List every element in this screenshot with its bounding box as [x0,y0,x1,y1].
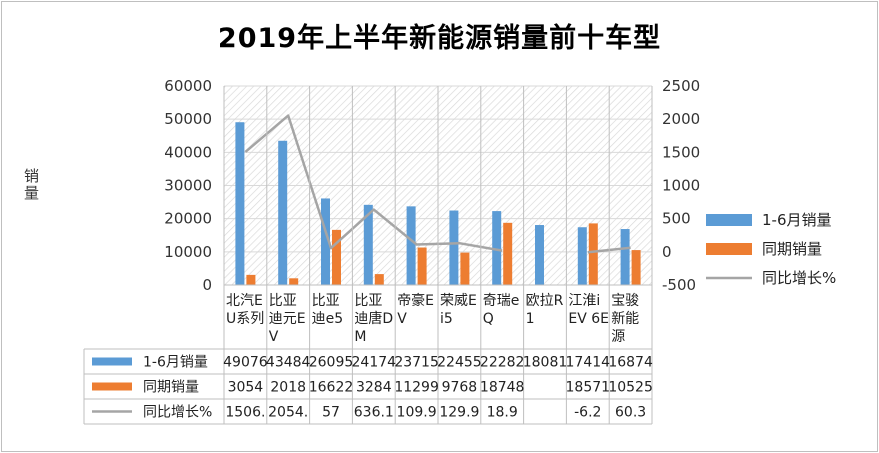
table-cell: 16874 [608,355,653,371]
table-cell: 26095 [309,355,354,371]
y2-tick-label: 1000 [662,177,700,195]
table-cell: 60.3 [615,405,646,421]
y2-tick-label: -500 [662,276,696,294]
table-cell: 109.9 [397,405,437,421]
table-cell: 2054. [268,405,308,421]
y-tick-label: 40000 [164,143,212,161]
category-label: 奇瑞e [483,292,520,309]
table-row-label: 同比增长% [143,405,212,421]
category-label: 欧拉R [526,293,564,309]
category-label: 荣威E [440,293,477,309]
category-label: 迪元E [269,311,306,327]
table-cell: 1506. [225,405,265,421]
legend-label: 1-6月销量 [762,211,832,229]
y2-tick-label: 2000 [662,110,700,128]
y-tick-label: 30000 [164,177,212,195]
table-cell: 18081 [523,355,568,371]
category-label: Q [483,311,494,327]
y-tick-label: 60000 [164,77,212,95]
bar-sales-prior [332,229,341,285]
table-cell: 3054 [228,380,264,396]
table-cell: 43484 [266,355,311,371]
category-label: 1 [526,311,535,327]
y2-tick-label: 1500 [662,143,700,161]
table-key-swatch [92,382,132,391]
bar-sales-prior [460,252,470,285]
category-label: i5 [440,311,453,327]
table-cell: 2018 [270,380,306,396]
table-cell: 24174 [352,355,397,371]
bar-sales-prior [588,223,598,285]
category-label: 宝骏 [611,293,639,309]
table-cell: 57 [322,405,340,421]
table-cell: 49076 [223,355,268,371]
y-tick-label: 20000 [164,210,212,228]
category-label: 北汽E [226,293,263,309]
y-tick-label: 0 [202,276,212,294]
y-tick-label: 50000 [164,110,212,128]
bar-sales-h1 [577,227,587,285]
bar-sales-prior [503,222,513,285]
legend-label: 同比增长% [762,269,836,287]
table-cell: 16622 [309,380,354,396]
category-label: 新能 [611,311,639,327]
table-cell: 23715 [394,355,439,371]
category-label: 比亚 [269,293,297,309]
bar-sales-h1 [535,225,544,285]
category-label: 比亚 [312,293,340,309]
table-cell: 11299 [394,380,439,396]
category-label: U系列 [226,311,264,327]
table-key-swatch [92,357,132,366]
y2-tick-label: 500 [662,210,691,228]
category-label: V [269,329,279,345]
table-cell: 18748 [480,380,525,396]
bar-sales-h1 [406,206,416,285]
category-label: 源 [611,329,625,345]
y2-tick-label: 2500 [662,77,700,95]
legend-swatch [706,214,752,226]
bar-sales-prior [289,278,299,285]
category-label: 帝豪E [397,293,434,309]
category-label: 比亚 [354,293,382,309]
category-label: 迪唐D [354,310,393,327]
table-cell: 129.9 [439,405,479,421]
table-cell: 18571 [566,380,611,396]
bar-sales-prior [417,247,427,285]
bar-sales-prior [246,274,256,285]
table-cell: 10525 [608,380,653,396]
bar-sales-h1 [620,229,630,285]
chart-title: 2019年上半年新能源销量前十车型 [217,23,662,54]
bar-sales-h1 [363,204,373,285]
legend-label: 同期销量 [762,240,822,258]
table-cell: 636.1 [354,405,394,421]
bar-sales-h1 [235,122,245,286]
category-label: 迪e5 [312,311,344,327]
category-label: M [354,329,366,345]
bar-sales-prior [374,274,384,285]
table-cell: 9768 [442,380,478,396]
bar-sales-h1 [449,210,459,285]
table-row-label: 同期销量 [143,380,199,396]
bar-sales-prior [631,250,641,285]
category-label: V [397,311,407,327]
table-cell: 17414 [566,355,611,371]
legend-swatch [706,243,752,255]
table-cell: 22282 [480,355,525,371]
category-label: 江淮i [568,293,600,309]
table-row-label: 1-6月销量 [143,355,208,371]
growth-line [244,114,503,252]
category-label: EV 6E [568,311,609,327]
table-cell: 3284 [356,380,392,396]
table-cell: 18.9 [487,405,518,421]
bar-sales-h1 [492,211,502,285]
table-cell: -6.2 [574,405,601,421]
bar-sales-h1 [321,198,330,285]
y2-tick-label: 0 [662,243,672,261]
table-cell: 22455 [437,355,482,371]
y-tick-label: 10000 [164,243,212,261]
y-axis-label: 销量 [22,168,40,202]
bar-sales-h1 [278,140,288,285]
